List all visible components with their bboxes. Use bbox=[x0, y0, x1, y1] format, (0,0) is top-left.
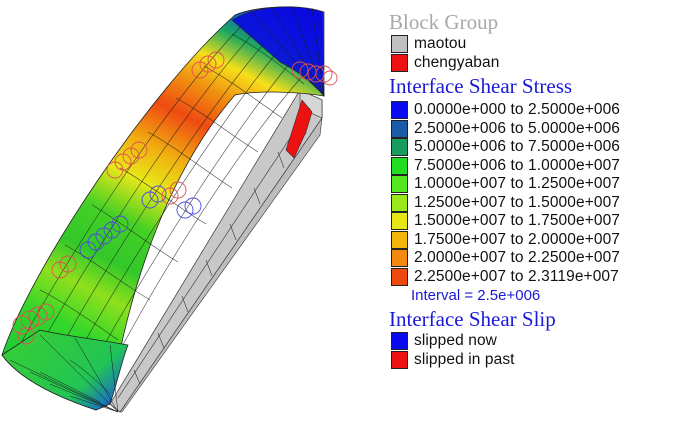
legend-label: 1.7500e+007 to 2.0000e+007 bbox=[414, 230, 621, 248]
legend-swatch bbox=[391, 53, 408, 72]
legend-label: 5.0000e+006 to 7.5000e+006 bbox=[414, 138, 621, 156]
legend-label: 2.0000e+007 to 2.2500e+007 bbox=[414, 249, 621, 267]
legend-item-stress: 2.2500e+007 to 2.3119e+007 bbox=[389, 267, 697, 287]
legend-swatch bbox=[391, 267, 408, 286]
legend-item-stress: 2.0000e+007 to 2.2500e+007 bbox=[389, 249, 697, 268]
legend-label: 1.2500e+007 to 1.5000e+007 bbox=[414, 193, 621, 211]
legend-swatch bbox=[391, 101, 408, 120]
legend-label: 2.5000e+006 to 5.0000e+006 bbox=[414, 119, 621, 137]
legend-item-stress: 1.7500e+007 to 2.0000e+007 bbox=[389, 230, 697, 250]
shear-stress-title: Interface Shear Stress bbox=[389, 74, 573, 98]
shear-slip-title: Interface Shear Slip bbox=[389, 307, 556, 331]
legend-label: slipped in past bbox=[414, 350, 515, 368]
chengyaban-block bbox=[285, 99, 313, 159]
legend-label: slipped now bbox=[414, 332, 497, 350]
end-face bbox=[1, 329, 129, 411]
legend-item-stress: 2.5000e+006 to 5.0000e+006 bbox=[389, 119, 697, 139]
legend-swatch bbox=[391, 212, 408, 231]
legend-item-stress: 1.0000e+007 to 1.2500e+007 bbox=[389, 175, 697, 194]
legend-label: 1.0000e+007 to 1.2500e+007 bbox=[414, 175, 621, 193]
legend-label: 7.5000e+006 to 1.0000e+007 bbox=[414, 156, 621, 174]
side-face-right bbox=[299, 89, 323, 119]
legend-swatch bbox=[391, 350, 408, 369]
block-model-view bbox=[1, 5, 338, 413]
legend-item-stress: 1.2500e+007 to 1.5000e+007 bbox=[389, 193, 697, 213]
legend-swatch bbox=[391, 193, 408, 212]
legend-swatch bbox=[391, 249, 408, 268]
legend-item-slipped-now: slipped now bbox=[389, 332, 697, 351]
legend-swatch bbox=[391, 332, 408, 351]
legend-swatch bbox=[391, 35, 408, 54]
block-group-title: Block Group bbox=[389, 10, 499, 34]
legend-label: 2.2500e+007 to 2.3119e+007 bbox=[414, 267, 619, 285]
legend-swatch bbox=[391, 138, 408, 157]
legend-item-stress: 5.0000e+006 to 7.5000e+006 bbox=[389, 138, 697, 157]
legend-panel: Block Group maotou chengyaban Interface … bbox=[389, 10, 697, 369]
legend-item-stress: 0.0000e+000 to 2.5000e+006 bbox=[389, 101, 697, 120]
legend-swatch bbox=[391, 156, 408, 175]
legend-label: 1.5000e+007 to 1.7500e+007 bbox=[414, 212, 621, 230]
legend-item-slipped-in-past: slipped in past bbox=[389, 350, 697, 370]
legend-label: chengyaban bbox=[414, 53, 500, 71]
legend-swatch bbox=[391, 230, 408, 249]
legend-item-chengyaban: chengyaban bbox=[389, 53, 697, 73]
legend-swatch bbox=[391, 175, 408, 194]
interval-label: Interval = 2.5e+006 bbox=[411, 287, 541, 304]
legend-item-maotou: maotou bbox=[389, 35, 697, 54]
legend-item-stress: 1.5000e+007 to 1.7500e+007 bbox=[389, 212, 697, 231]
end-cap bbox=[231, 6, 325, 97]
legend-item-stress: 7.5000e+006 to 1.0000e+007 bbox=[389, 156, 697, 176]
legend-label: 0.0000e+000 to 2.5000e+006 bbox=[414, 101, 621, 119]
legend-swatch bbox=[391, 119, 408, 138]
legend-label: maotou bbox=[414, 35, 467, 53]
